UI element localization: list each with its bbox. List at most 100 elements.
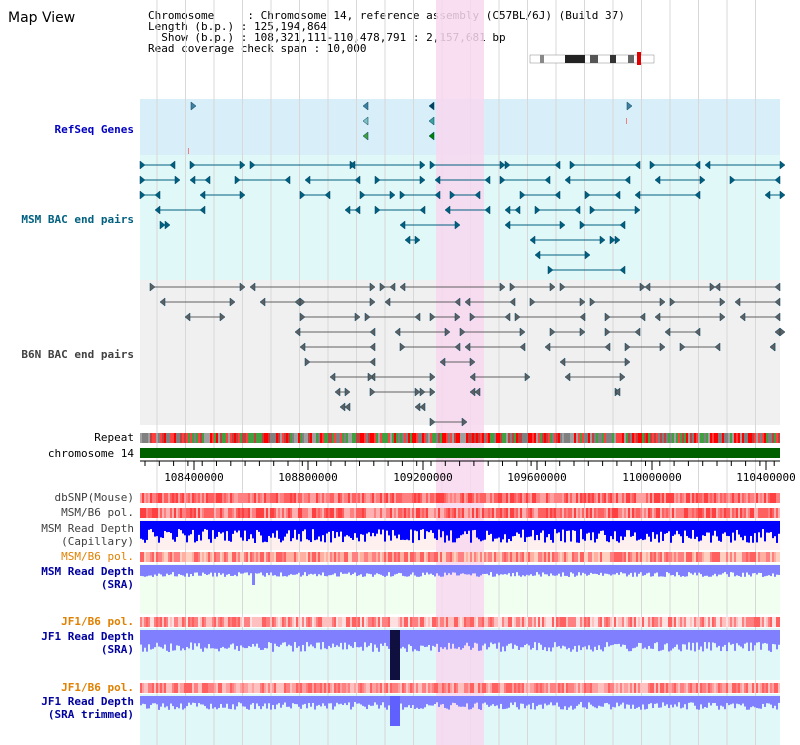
msm-bac-end	[584, 190, 591, 200]
jf1-depth-bar	[358, 630, 360, 648]
msm-cap-depth-bar	[496, 521, 498, 539]
msm-bac-end	[559, 220, 566, 230]
b6n-bac-label[interactable]: B6N BAC end pairs	[21, 348, 134, 361]
jf1-pol-cell	[712, 617, 714, 627]
msm-pol2-cell	[382, 552, 384, 562]
msm-cap-depth-bar	[300, 521, 302, 542]
repeat-cell	[194, 433, 196, 443]
msm-pol2-cell	[614, 552, 616, 562]
refseq-genes-label[interactable]: RefSeq Genes	[54, 123, 134, 136]
jf1-pol2-cell	[434, 683, 436, 693]
jf1-pol-cell	[734, 617, 736, 627]
jf1-pol-cell	[306, 617, 308, 627]
msm-cap-depth-bar	[360, 521, 362, 535]
b6n-bac-end	[664, 327, 671, 337]
msm-bac-label[interactable]: MSM BAC end pairs	[21, 213, 134, 226]
msm-cap-depth-bar	[142, 521, 144, 540]
jf1-pol2-cell	[692, 683, 694, 693]
jf1-pol2-cell	[632, 683, 634, 693]
msm-pol-cell	[546, 508, 548, 518]
jf1-pol2-label[interactable]: JF1/B6 pol.	[61, 681, 134, 694]
jf1-depth-bar	[518, 630, 520, 650]
jf1-trim-depth-bar	[304, 696, 306, 704]
jf1-pol2-cell	[216, 683, 218, 693]
jf1-pol2-cell	[370, 683, 372, 693]
msm-sra-depth-bar	[752, 565, 754, 574]
msm-pol2-cell	[282, 552, 284, 562]
jf1-depth-bar	[774, 630, 776, 645]
msm-pol-cell	[382, 508, 384, 518]
jf1-pol-label[interactable]: JF1/B6 pol.	[61, 615, 134, 628]
jf1-pol2-cell	[316, 683, 318, 693]
repeat-cell	[724, 433, 726, 443]
msm-pol-cell	[500, 508, 502, 518]
jf1-pol-cell	[670, 617, 672, 627]
jf1-depth-label[interactable]: JF1 Read Depth	[41, 630, 134, 643]
msm-pol2-cell	[534, 552, 536, 562]
msm-sra-depth-bar	[624, 565, 626, 574]
repeat-cell	[356, 433, 358, 443]
jf1-pol2-cell	[428, 683, 430, 693]
jf1-pol-cell	[542, 617, 544, 627]
jf1-pol-cell	[610, 617, 612, 627]
repeat-cell	[282, 433, 284, 443]
msm-pol2-cell	[728, 552, 730, 562]
jf1-depth-bar	[284, 630, 286, 643]
jf1-trim-label[interactable]: JF1 Read Depth	[41, 695, 134, 708]
msm-depth-sra-label[interactable]: MSM Read Depth	[41, 565, 134, 578]
dbsnp-cell	[746, 493, 748, 503]
jf1-pol-cell	[596, 617, 598, 627]
msm-pol-cell	[770, 508, 772, 518]
repeat-cell	[334, 433, 336, 443]
msm-cap-depth-bar	[358, 521, 360, 542]
jf1-depth-bar	[748, 630, 750, 652]
b6n-bac-end	[294, 297, 301, 307]
jf1-trim-depth-bar	[160, 696, 162, 707]
jf1-trim-depth-bar	[278, 696, 280, 704]
msm-cap-depth-bar	[542, 521, 544, 531]
msm-pol-label[interactable]: MSM/B6 pol.	[61, 506, 134, 519]
msm-pol2-label[interactable]: MSM/B6 pol.	[61, 550, 134, 563]
msm-pol-cell	[626, 508, 628, 518]
msm-sra-depth-bar	[728, 565, 730, 577]
jf1-trim-depth-bar	[660, 696, 662, 708]
msm-depth-cap-label[interactable]: MSM Read Depth	[41, 522, 134, 535]
jf1-pol-cell	[508, 617, 510, 627]
jf1-pol-cell	[406, 617, 408, 627]
msm-pol-cell	[200, 508, 202, 518]
msm-cap-depth-bar	[472, 521, 474, 531]
msm-pol-cell	[628, 508, 630, 518]
dbsnp-cell	[610, 493, 612, 503]
dbsnp-cell	[496, 493, 498, 503]
msm-pol2-cell	[612, 552, 614, 562]
msm-pol-cell	[684, 508, 686, 518]
jf1-pol2-cell	[218, 683, 220, 693]
jf1-depth-bar	[314, 630, 316, 649]
msm-cap-depth-bar	[708, 521, 710, 533]
dbsnp-label[interactable]: dbSNP(Mouse)	[54, 491, 134, 504]
jf1-depth-bar	[360, 630, 362, 647]
msm-pol-cell	[680, 508, 682, 518]
jf1-depth-bar	[546, 630, 548, 652]
b6n-bac-end	[549, 282, 556, 292]
jf1-trim-depth-bar	[230, 696, 232, 710]
jf1-trim-depth-bar	[444, 696, 446, 708]
msm-sra-depth-bar	[584, 565, 586, 574]
dbsnp-cell	[516, 493, 518, 503]
msm-sra-depth-bar	[186, 565, 188, 574]
jf1-pol2-cell	[514, 683, 516, 693]
msm-pol-cell	[616, 508, 618, 518]
dbsnp-cell	[560, 493, 562, 503]
msm-cap-depth-bar	[730, 521, 732, 543]
msm-bac-end	[239, 160, 246, 170]
msm-pol-cell	[360, 508, 362, 518]
msm-pol-cell	[486, 508, 488, 518]
msm-pol-cell	[484, 508, 486, 518]
jf1-trim-depth-bar	[436, 696, 438, 703]
dbsnp-cell	[386, 493, 388, 503]
jf1-pol2-cell	[576, 683, 578, 693]
repeat-cell	[222, 433, 224, 443]
msm-pol-cell	[342, 508, 344, 518]
msm-pol2-cell	[692, 552, 694, 562]
